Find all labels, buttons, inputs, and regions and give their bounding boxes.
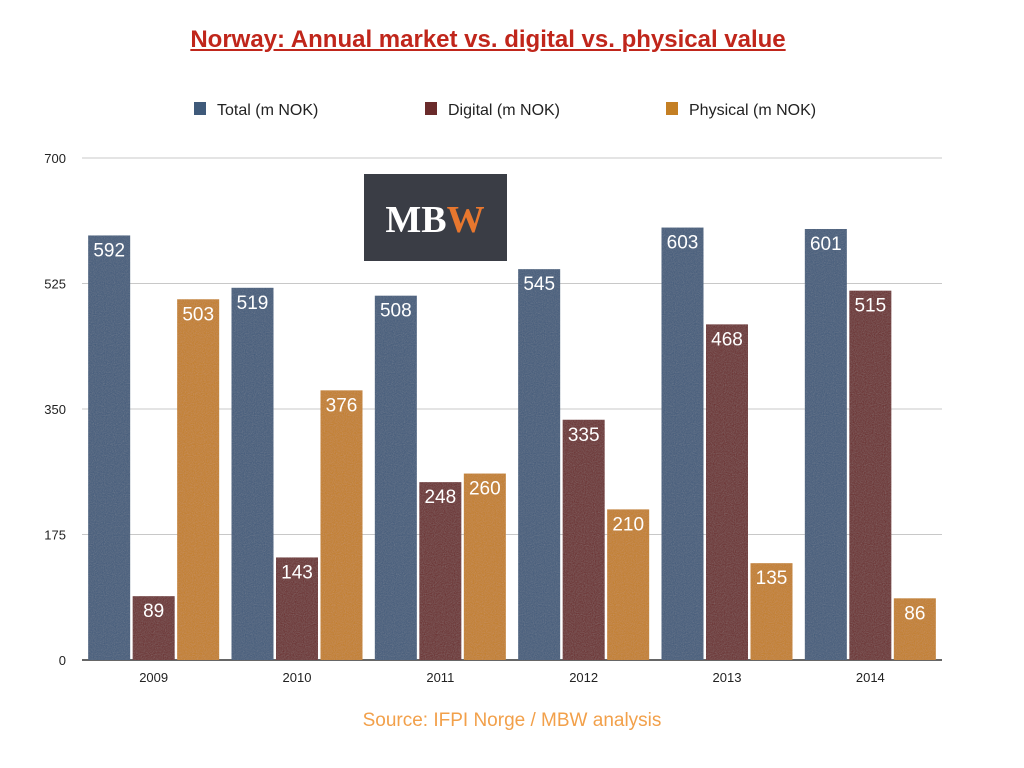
legend-label: Digital (m NOK) xyxy=(448,102,560,119)
bar xyxy=(276,557,318,660)
bar xyxy=(562,419,605,660)
legend-swatch xyxy=(666,102,678,115)
legend-label: Total (m NOK) xyxy=(217,102,318,119)
bar xyxy=(132,596,175,660)
y-tick-label: 175 xyxy=(44,528,66,543)
bar-value-label: 515 xyxy=(854,296,886,317)
bar xyxy=(419,482,462,660)
legend-swatch xyxy=(425,102,437,115)
bar-value-label: 210 xyxy=(612,514,644,535)
bar xyxy=(706,324,748,660)
bar xyxy=(374,295,417,660)
x-tick-label: 2010 xyxy=(283,670,312,685)
bar xyxy=(88,235,131,661)
bar-value-label: 89 xyxy=(143,601,164,622)
bar xyxy=(661,227,704,660)
bar-value-label: 519 xyxy=(237,293,269,314)
bar-value-label: 143 xyxy=(281,562,313,583)
bar xyxy=(177,299,220,660)
y-axis: 0 175 350 525 700 xyxy=(44,151,66,668)
bar xyxy=(607,509,650,660)
y-tick-label: 0 xyxy=(59,653,66,668)
bar-value-label: 260 xyxy=(469,479,501,500)
bars: 592 89 503 519 143 376 508 248 260 545 335 210 603 46… xyxy=(88,227,936,661)
legend-swatch xyxy=(194,102,206,115)
bar-value-label: 545 xyxy=(523,274,555,295)
y-tick-label: 350 xyxy=(44,402,66,417)
x-tick-label: 2012 xyxy=(569,670,598,685)
y-tick-label: 525 xyxy=(44,277,66,292)
bar xyxy=(518,269,561,660)
x-tick-label: 2013 xyxy=(713,670,742,685)
bar-value-label: 503 xyxy=(182,304,214,325)
mbw-logo: MBW xyxy=(364,174,507,261)
legend-label: Physical (m NOK) xyxy=(689,102,816,119)
bar xyxy=(231,287,274,660)
x-tick-label: 2011 xyxy=(426,670,454,685)
bar-value-label: 86 xyxy=(904,603,925,624)
bar xyxy=(849,290,892,660)
chart-title: Norway: Annual market vs. digital vs. ph… xyxy=(190,26,786,53)
source-note: Source: IFPI Norge / MBW analysis xyxy=(362,710,662,731)
bar-value-label: 135 xyxy=(756,568,788,589)
x-tick-label: 2014 xyxy=(856,670,885,685)
bar xyxy=(750,563,793,660)
bar-value-label: 592 xyxy=(93,240,125,261)
logo-text-w: W xyxy=(447,199,485,241)
bar xyxy=(893,598,936,660)
bar-value-label: 601 xyxy=(810,234,842,255)
bar-value-label: 603 xyxy=(667,233,699,254)
logo-text-mb: MB xyxy=(385,199,446,241)
bar-value-label: 376 xyxy=(326,395,358,416)
chart-legend: Total (m NOK) Digital (m NOK) Physical (m … xyxy=(194,102,816,119)
bar-value-label: 248 xyxy=(424,487,456,508)
x-axis: 2009 2010 2011 2012 2013 2014 xyxy=(139,670,885,685)
bar xyxy=(463,473,506,660)
y-tick-label: 700 xyxy=(44,151,66,166)
bar xyxy=(320,390,363,660)
grid-lines xyxy=(82,157,942,661)
logo-background xyxy=(364,174,507,261)
bar-value-label: 335 xyxy=(568,425,600,446)
bar-value-label: 508 xyxy=(380,301,412,322)
bar xyxy=(804,228,847,661)
x-tick-label: 2009 xyxy=(139,670,168,685)
logo-text: MBW xyxy=(385,199,484,241)
bar-value-label: 468 xyxy=(711,329,743,350)
